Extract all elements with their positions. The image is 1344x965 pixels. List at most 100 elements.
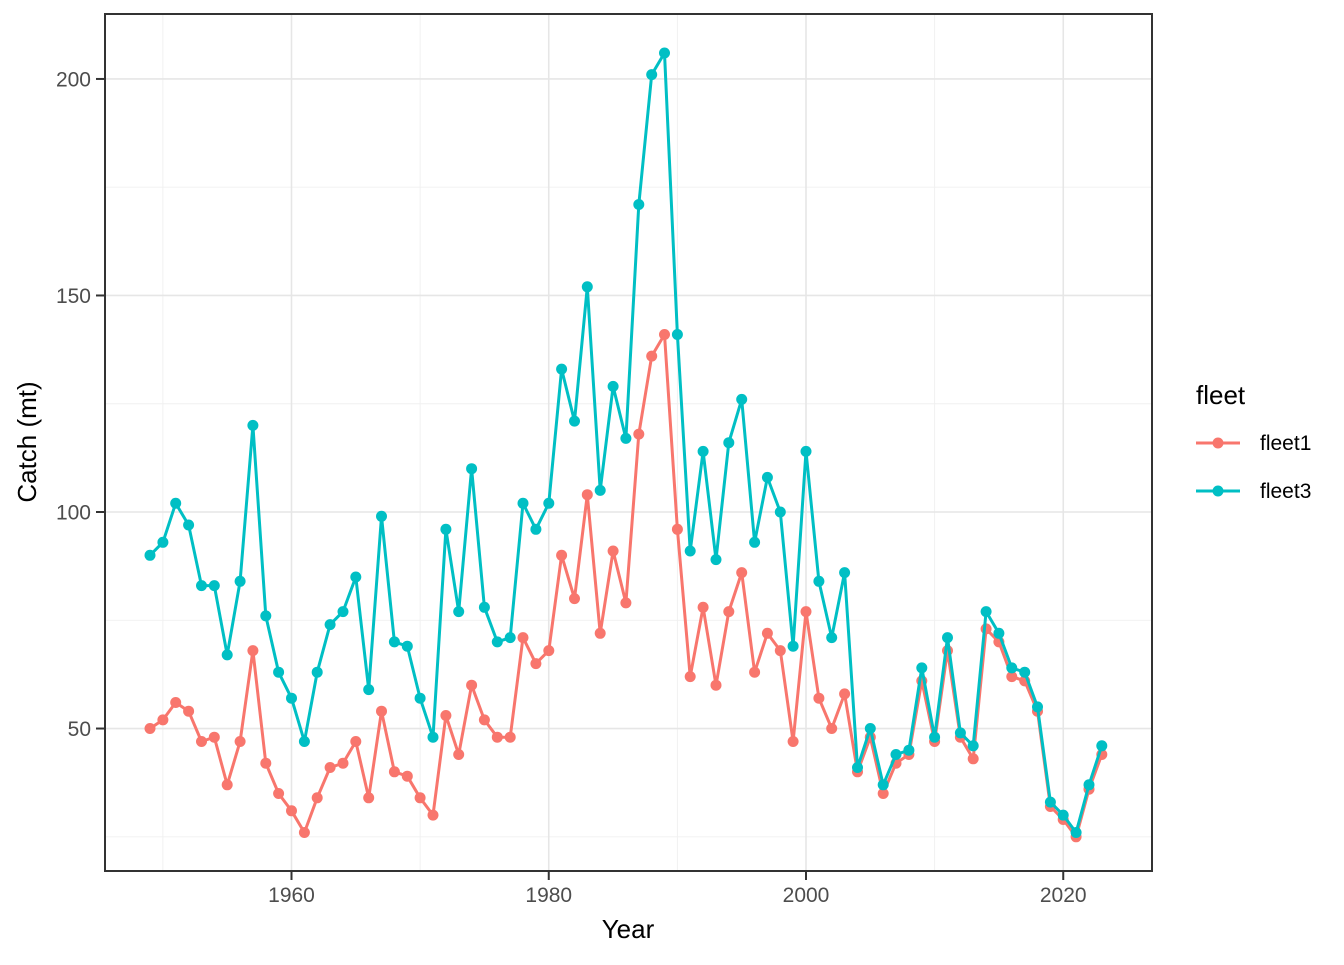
y-tick-label: 100: [56, 502, 91, 525]
data-point-fleet3: [929, 731, 941, 743]
data-point-fleet3: [697, 445, 709, 457]
data-point-fleet3: [607, 380, 619, 392]
data-point-fleet1: [774, 645, 786, 657]
data-point-fleet1: [813, 692, 825, 704]
x-tick-label: 2000: [783, 884, 830, 907]
data-point-fleet3: [376, 510, 387, 522]
data-point-fleet1: [414, 792, 426, 804]
y-tick-label: 200: [56, 68, 91, 91]
data-point-fleet3: [684, 545, 696, 557]
data-point-fleet1: [247, 645, 259, 657]
data-point-fleet1: [324, 762, 336, 773]
data-point-fleet3: [273, 666, 285, 678]
data-point-fleet3: [993, 627, 1005, 639]
data-point-fleet1: [800, 606, 812, 618]
data-point-fleet1: [684, 671, 696, 683]
data-point-fleet3: [1096, 740, 1108, 752]
data-point-fleet1: [569, 593, 580, 605]
data-point-fleet3: [286, 692, 297, 704]
data-point-fleet3: [221, 649, 233, 661]
data-point-fleet1: [543, 645, 555, 657]
series-line-fleet1: [149, 333, 1104, 839]
data-point-fleet3: [196, 580, 207, 592]
data-point-fleet3: [504, 632, 516, 644]
data-point-fleet3: [954, 727, 966, 739]
data-point-fleet1: [260, 757, 272, 769]
data-point-fleet1: [710, 679, 722, 691]
y-axis-title: Catch (mt): [12, 381, 42, 502]
data-point-fleet3: [337, 606, 349, 618]
data-point-fleet3: [942, 632, 953, 644]
data-point-fleet3: [723, 437, 735, 449]
data-point-fleet1: [491, 731, 503, 743]
data-point-fleet3: [1057, 809, 1069, 821]
legend-key-point-fleet3: [1212, 485, 1224, 497]
data-point-fleet3: [736, 393, 748, 405]
data-point-fleet3: [170, 497, 182, 509]
data-point-fleet1: [440, 710, 452, 721]
legend-entries: fleet1 fleet3: [1196, 432, 1311, 503]
data-point-fleet3: [839, 567, 851, 579]
data-point-fleet3: [890, 749, 902, 760]
legend-title: fleet: [1196, 380, 1246, 410]
data-point-fleet3: [247, 419, 259, 431]
data-point-fleet3: [813, 575, 825, 587]
data-point-fleet3: [157, 536, 169, 548]
data-point-fleet1: [967, 753, 979, 765]
data-point-fleet1: [581, 489, 593, 501]
data-point-fleet3: [864, 723, 876, 734]
data-point-fleet1: [466, 679, 478, 691]
data-point-fleet3: [916, 662, 928, 674]
panel-border-rect: [104, 13, 1153, 872]
y-tick-label: 150: [56, 285, 91, 308]
data-point-fleet1: [633, 428, 645, 440]
data-point-fleet3: [903, 744, 915, 756]
data-point-fleet1: [221, 779, 233, 791]
data-point-fleet1: [530, 658, 542, 670]
data-point-fleet3: [877, 779, 889, 791]
data-point-fleet3: [298, 736, 310, 747]
data-point-fleet3: [749, 536, 761, 548]
data-point-fleet3: [659, 47, 670, 59]
data-point-fleet1: [350, 736, 362, 747]
data-point-fleet1: [877, 788, 889, 799]
data-point-fleet3: [478, 601, 490, 613]
data-point-fleet3: [208, 580, 220, 592]
data-point-fleet1: [749, 666, 761, 678]
data-point-fleet1: [453, 749, 465, 760]
data-point-fleet1: [671, 523, 683, 535]
x-axis-title: Year: [602, 914, 655, 944]
data-point-fleet1: [273, 788, 285, 799]
data-point-fleet3: [967, 740, 979, 752]
data-point-fleet1: [298, 827, 310, 838]
data-point-fleet3: [414, 692, 426, 704]
data-point-fleet1: [311, 792, 323, 804]
y-tick-label: 50: [68, 718, 91, 741]
data-point-fleet3: [311, 666, 323, 678]
legend-label-fleet1: fleet1: [1260, 432, 1311, 455]
data-point-fleet3: [633, 199, 645, 210]
data-point-fleet1: [839, 688, 851, 700]
data-point-fleet1: [478, 714, 490, 726]
data-point-fleet3: [260, 610, 272, 622]
data-point-fleet3: [671, 329, 683, 340]
data-point-fleet1: [157, 714, 169, 726]
data-point-fleet3: [427, 731, 439, 743]
data-point-fleet1: [594, 627, 606, 639]
data-point-fleet3: [620, 432, 632, 444]
data-point-fleet3: [646, 69, 658, 81]
data-point-fleet3: [1032, 701, 1043, 713]
data-point-fleet3: [594, 484, 606, 496]
data-point-fleet1: [337, 757, 349, 769]
data-point-fleet1: [556, 549, 568, 561]
data-point-fleet1: [826, 723, 838, 734]
data-point-fleet3: [1006, 662, 1018, 674]
data-point-fleet1: [787, 736, 799, 747]
data-point-fleet3: [556, 363, 568, 375]
data-point-fleet1: [144, 723, 156, 734]
data-point-fleet3: [453, 606, 465, 618]
data-point-fleet3: [388, 636, 400, 648]
data-point-fleet1: [388, 766, 400, 778]
data-point-fleet3: [530, 523, 542, 535]
